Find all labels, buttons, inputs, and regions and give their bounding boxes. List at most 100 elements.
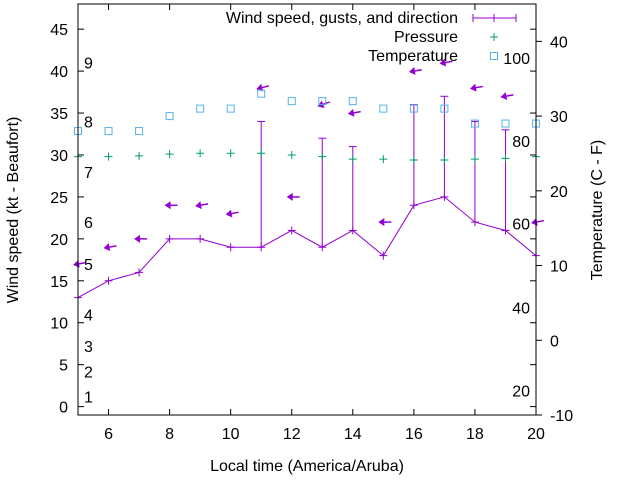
- y-tick-label: 15: [50, 274, 68, 291]
- y2-tick-label: 0: [550, 333, 559, 350]
- wind-direction-arrow: [500, 92, 514, 101]
- x-tick-label: 14: [344, 426, 362, 443]
- temperature-point: [226, 104, 235, 113]
- legend-temperature-mark: [490, 52, 498, 60]
- x-tick-label: 12: [283, 426, 301, 443]
- pressure-point: [135, 151, 144, 160]
- legend-wind-ticks: [472, 14, 517, 22]
- x-tick-label: 6: [104, 426, 113, 443]
- legend: Wind speed, gusts, and direction Pressur…: [226, 10, 517, 65]
- arrow-head: [500, 92, 508, 101]
- y2-tick-label: 40: [550, 34, 568, 51]
- wind-direction-arrow: [378, 218, 392, 227]
- arrow-head: [286, 192, 293, 201]
- arrow-head: [439, 58, 447, 67]
- beaufort-label: 7: [84, 165, 93, 182]
- beaufort-label: 4: [84, 307, 93, 324]
- pressure-point: [440, 156, 449, 165]
- pressure-point: [501, 154, 510, 163]
- wind-speed-point: [287, 226, 296, 235]
- pressure-point: [379, 155, 388, 164]
- y-tick-label: 35: [50, 106, 68, 123]
- legend-pressure-mark: [490, 33, 498, 41]
- fahrenheit-label: 60: [512, 217, 530, 234]
- beaufort-label: 1: [84, 390, 93, 407]
- beaufort-label: 2: [84, 364, 93, 381]
- temperature-point: [501, 119, 510, 128]
- temperature-point: [409, 104, 418, 113]
- temperature-point: [318, 97, 327, 106]
- pressure-point: [226, 149, 235, 158]
- wind-direction-arrow: [347, 108, 361, 117]
- arrow-head: [531, 217, 538, 226]
- arrow-head: [317, 100, 325, 109]
- x-tick-label: 16: [405, 426, 423, 443]
- x-tick-label: 8: [165, 426, 174, 443]
- y-tick-label: 30: [50, 148, 68, 165]
- arrow-head: [225, 209, 233, 218]
- x-axis-label: Local time (America/Aruba): [210, 458, 404, 475]
- temperature-point: [165, 112, 174, 121]
- y-tick-label: 25: [50, 190, 68, 207]
- wind-direction-arrow: [470, 83, 483, 92]
- arrow-head: [408, 66, 416, 75]
- temperature-point: [257, 89, 266, 98]
- temperature-point: [470, 119, 479, 128]
- temperature-point: [104, 127, 113, 136]
- wind-direction-arrow: [256, 83, 270, 92]
- wind-direction-arrow: [164, 201, 178, 210]
- wind-speed-point: [440, 192, 449, 201]
- y-axis-label: Wind speed (kt - Beaufort): [5, 117, 22, 304]
- wind-speed-line: [77, 196, 537, 299]
- pressure-point: [257, 149, 266, 158]
- arrow-head: [470, 83, 477, 92]
- wind-speed-point: [470, 218, 479, 227]
- temperature-point: [348, 97, 357, 106]
- wind-speed-point: [196, 234, 205, 243]
- wind-speed-point: [409, 201, 418, 210]
- beaufort-label: 6: [84, 215, 93, 232]
- pressure-point: [287, 150, 296, 159]
- temperature-point: [379, 104, 388, 113]
- y2-tick-label: 30: [550, 109, 568, 126]
- arrow-head: [103, 243, 111, 252]
- x-tick-label: 18: [466, 426, 484, 443]
- legend-temperature-label: Temperature: [368, 48, 458, 65]
- pressure-point: [470, 155, 479, 164]
- wind-direction-arrow: [225, 209, 239, 218]
- temperature-point: [287, 97, 296, 106]
- pressure-point: [409, 156, 418, 165]
- y-tick-label: 40: [50, 64, 68, 81]
- pressure-point: [104, 152, 113, 161]
- wind-direction-arrow: [286, 192, 300, 201]
- fahrenheit-label: 20: [512, 383, 530, 400]
- y-tick-label: 5: [59, 358, 68, 375]
- plot-border: [77, 3, 537, 416]
- arrow-head: [134, 234, 141, 243]
- wind-speed-point: [104, 276, 113, 285]
- wind-speed-point: [348, 226, 357, 235]
- y2-tick-label: -10: [550, 408, 573, 425]
- temperature-point: [440, 104, 449, 113]
- wind-direction-arrow: [195, 201, 209, 210]
- wind-speed-point: [379, 251, 388, 260]
- beaufort-label: 8: [84, 114, 93, 131]
- fahrenheit-label: 80: [512, 134, 530, 151]
- pressure-point: [348, 155, 357, 164]
- wind-speed-point: [318, 243, 327, 252]
- y-tick-label: 0: [59, 400, 68, 417]
- wind-speed-point: [501, 226, 510, 235]
- arrow-head: [73, 259, 80, 268]
- y-tick-label: 20: [50, 232, 68, 249]
- fahrenheit-label: 40: [512, 300, 530, 317]
- y-tick-label: 45: [50, 22, 68, 39]
- beaufort-label: 5: [84, 257, 93, 274]
- arrow-head: [195, 201, 202, 210]
- wind-direction-arrow: [103, 243, 117, 252]
- x-tick-label: 20: [527, 426, 545, 443]
- arrow-head: [347, 108, 355, 117]
- wind-direction-arrow: [439, 58, 453, 67]
- beaufort-label: 9: [84, 56, 93, 73]
- fahrenheit-label: 100: [503, 51, 530, 68]
